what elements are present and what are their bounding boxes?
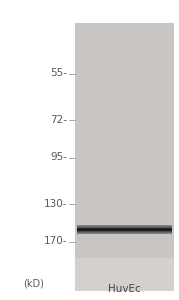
Text: 170-: 170- xyxy=(44,236,67,247)
Text: 72-: 72- xyxy=(50,115,67,125)
Text: (kD): (kD) xyxy=(24,278,44,289)
Text: HuvEc: HuvEc xyxy=(108,284,141,295)
Text: 95-: 95- xyxy=(50,152,67,163)
Bar xyxy=(75,258,174,291)
Text: 130-: 130- xyxy=(44,199,67,209)
Bar xyxy=(75,22,174,258)
Text: 55-: 55- xyxy=(50,68,67,79)
